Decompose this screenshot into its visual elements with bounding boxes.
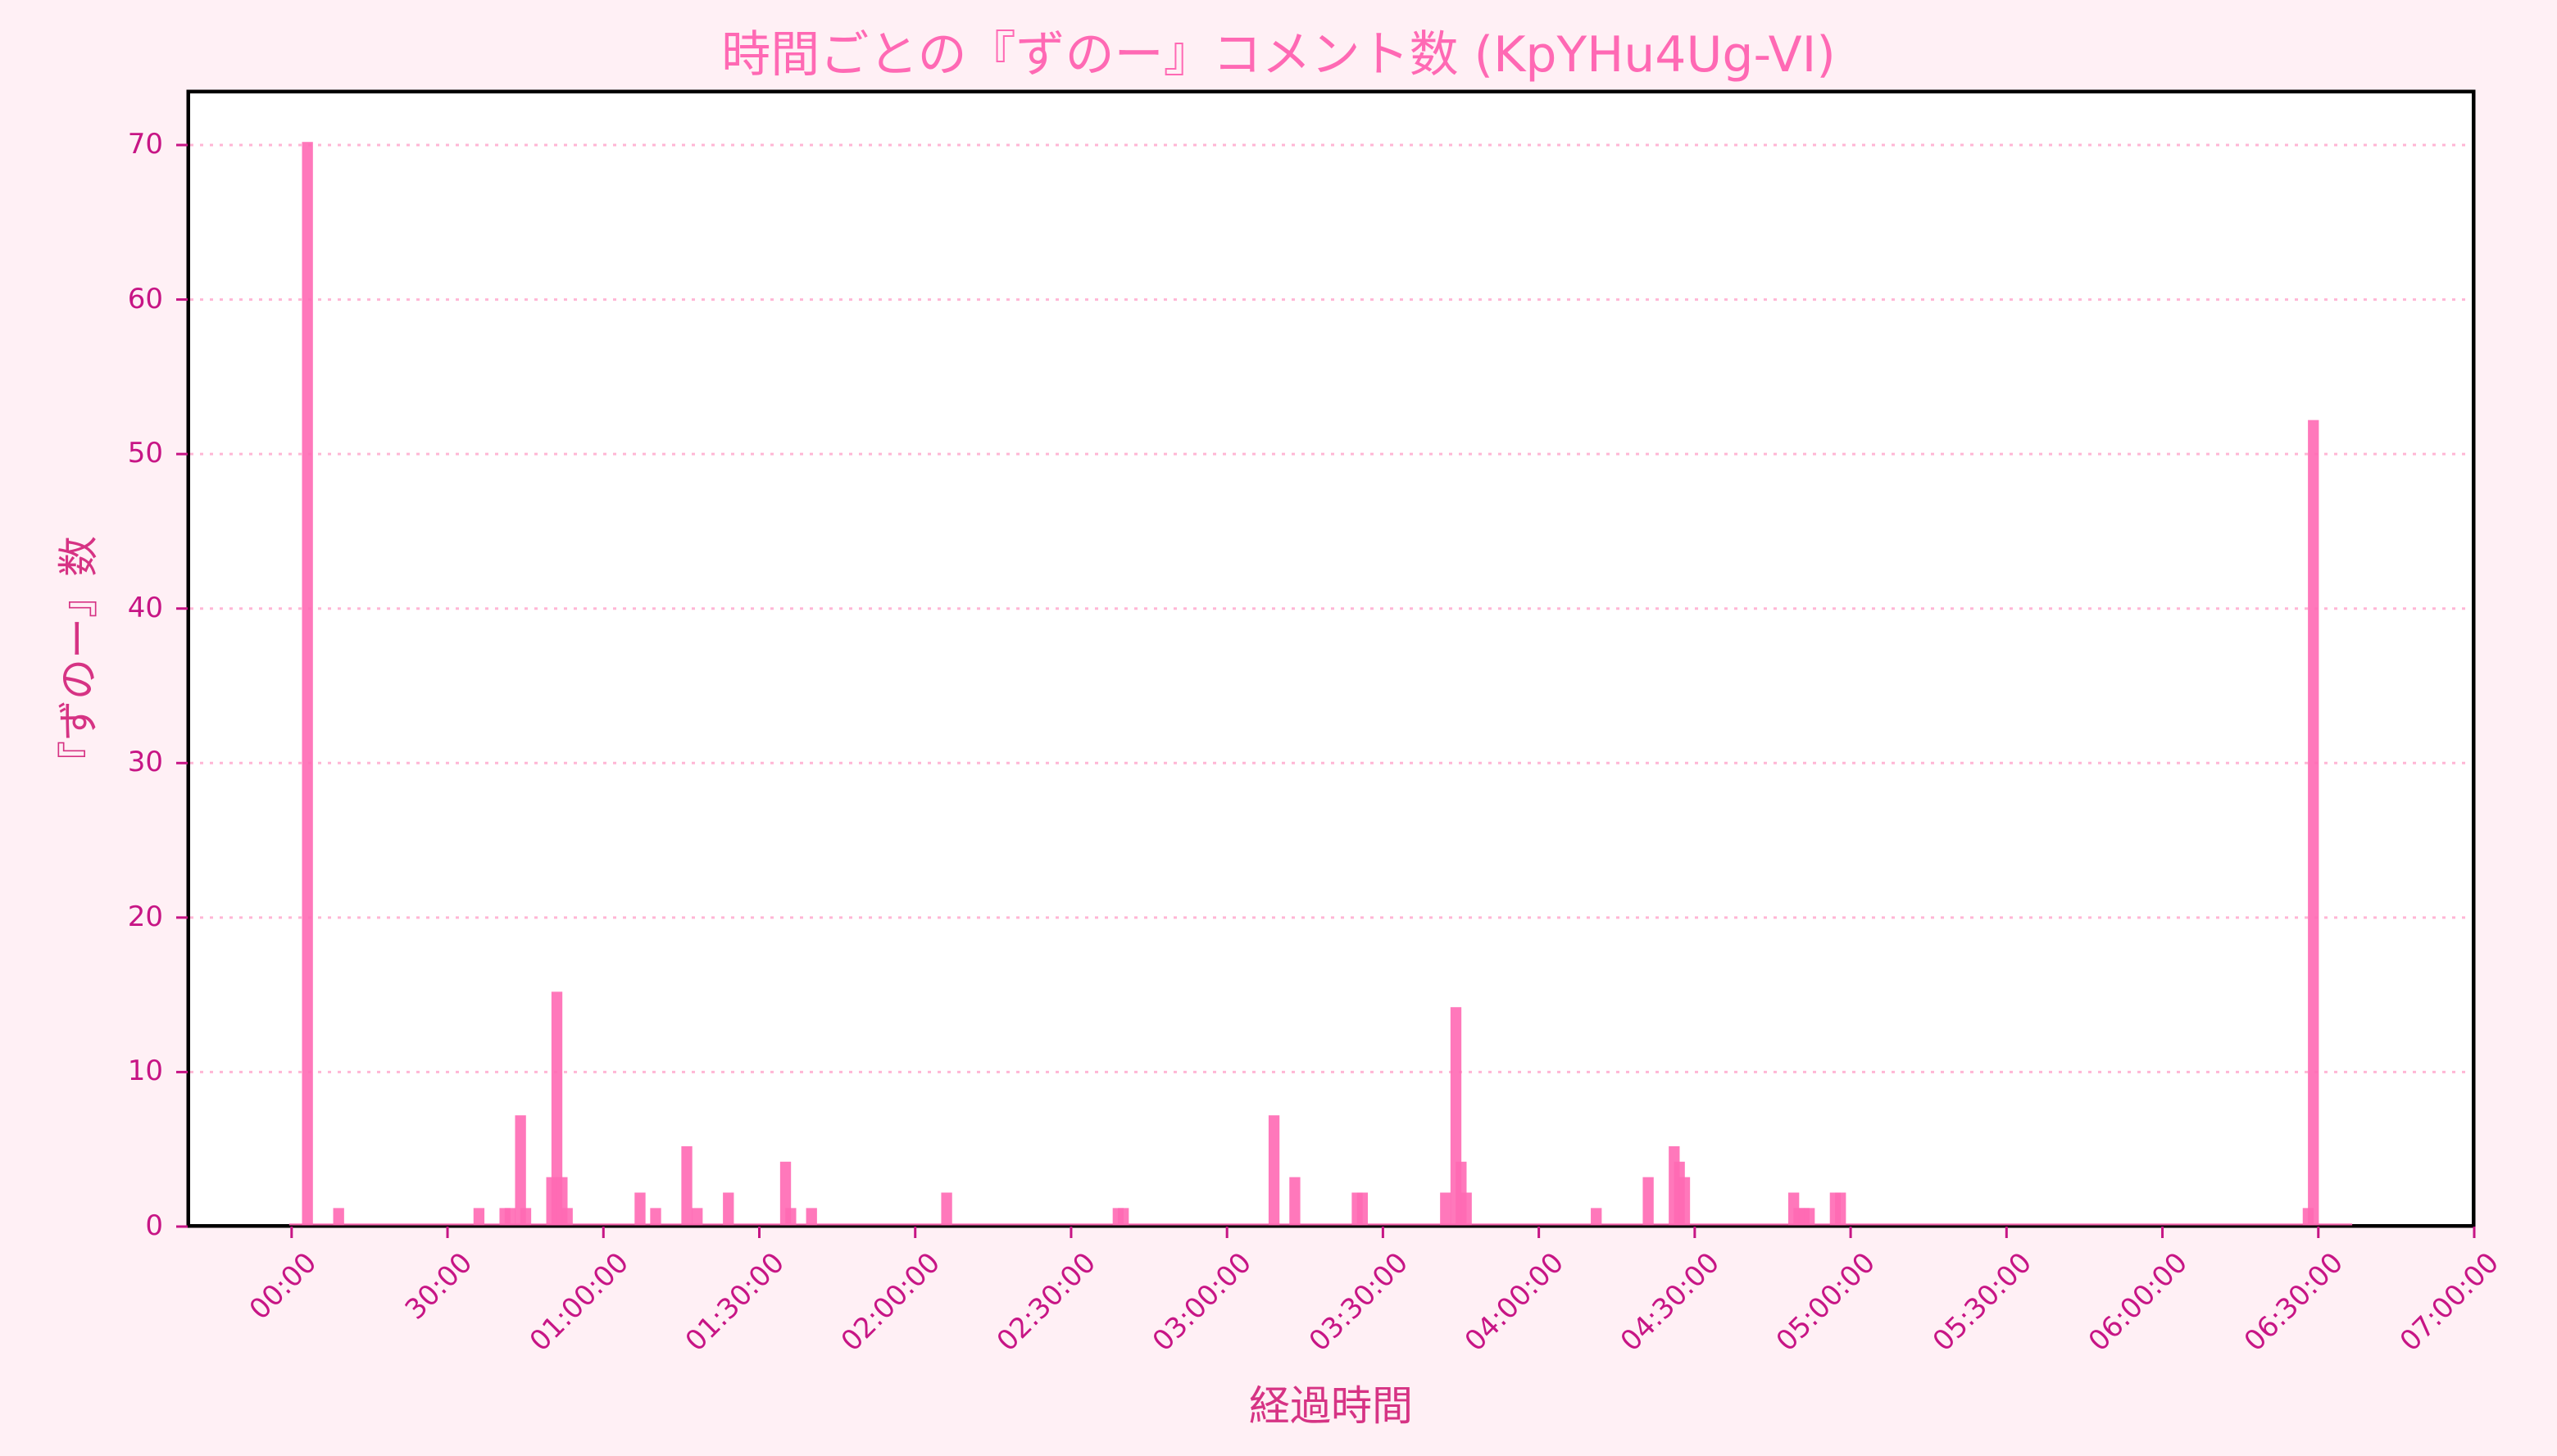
y-axis-label: 『ずのー』数 [55, 536, 102, 782]
bar [785, 1208, 797, 1227]
bar [302, 142, 313, 1227]
y-tick-label: 30 [127, 746, 163, 779]
plot-area [188, 91, 2474, 1227]
bar [561, 1208, 573, 1227]
bar [1835, 1192, 1846, 1227]
bar [806, 1208, 817, 1227]
bar [1440, 1192, 1451, 1227]
bar [941, 1192, 952, 1227]
zero-baseline [288, 1223, 2353, 1227]
bar [1642, 1177, 1654, 1227]
bar [504, 1208, 516, 1227]
bar [1289, 1177, 1301, 1227]
bar [650, 1208, 661, 1227]
bar [473, 1208, 485, 1227]
bar [515, 1115, 526, 1227]
bar [333, 1208, 344, 1227]
bar [692, 1208, 703, 1227]
axes-frame [186, 89, 2476, 1228]
y-tick-label: 20 [127, 900, 163, 933]
x-axis-label: 経過時間 [1249, 1382, 1413, 1430]
bar [723, 1192, 734, 1227]
bar [634, 1192, 646, 1227]
y-tick-label: 70 [127, 128, 163, 161]
bar [681, 1145, 693, 1227]
y-tick-label: 50 [127, 437, 163, 470]
chart-title: 時間ごとの『ずのー』コメント数 (KpYHu4Ug-VI) [721, 26, 1836, 84]
bar [520, 1208, 532, 1227]
bar [1118, 1208, 1129, 1227]
y-tick-label: 60 [127, 282, 163, 315]
y-tick-label: 10 [127, 1055, 163, 1088]
bar [1591, 1208, 1602, 1227]
bar [1678, 1177, 1691, 1227]
y-tick-label: 40 [127, 591, 163, 624]
bar [1804, 1208, 1815, 1227]
y-tick-label: 0 [145, 1209, 163, 1242]
bar [1268, 1115, 1280, 1227]
bar [551, 991, 563, 1227]
bar [2308, 420, 2319, 1227]
bar [1356, 1192, 1369, 1227]
bar [1460, 1192, 1472, 1227]
